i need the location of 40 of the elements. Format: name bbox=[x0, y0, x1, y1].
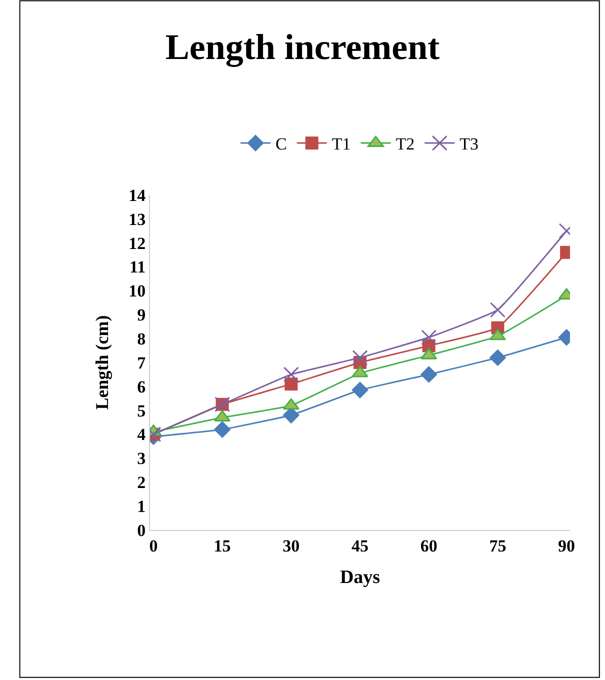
legend-label: C bbox=[276, 134, 287, 154]
x-tick-label: 90 bbox=[558, 536, 576, 556]
x-tick-label: 60 bbox=[420, 536, 438, 556]
y-tick-label: 10 bbox=[128, 282, 146, 301]
point bbox=[283, 366, 299, 382]
x-tick-label: 30 bbox=[282, 536, 300, 556]
point bbox=[214, 410, 231, 422]
y-axis-title: Length (cm) bbox=[92, 315, 112, 410]
point bbox=[352, 350, 368, 366]
legend-label: T2 bbox=[396, 134, 415, 154]
y-tick-label: 11 bbox=[130, 258, 146, 277]
legend-label: T1 bbox=[332, 134, 351, 154]
y-tick-label: 6 bbox=[137, 377, 146, 396]
y-tick-label: 2 bbox=[137, 473, 146, 492]
y-tick-label: 4 bbox=[137, 425, 146, 444]
y-tick-label: 14 bbox=[128, 186, 146, 205]
y-tick-label: 0 bbox=[137, 520, 146, 540]
point bbox=[284, 378, 298, 391]
y-tick-label: 5 bbox=[137, 401, 146, 420]
point bbox=[489, 328, 506, 340]
y-tick-label: 12 bbox=[128, 234, 146, 253]
point bbox=[421, 330, 437, 346]
point bbox=[420, 366, 438, 383]
point bbox=[352, 382, 368, 398]
chart-title: Length increment bbox=[165, 27, 440, 68]
x-axis-title: Days bbox=[340, 567, 380, 588]
point bbox=[214, 421, 231, 438]
legend-label: T3 bbox=[460, 134, 479, 154]
y-tick-label: 8 bbox=[137, 330, 146, 349]
x-tick-label: 45 bbox=[352, 536, 368, 556]
point bbox=[490, 302, 506, 318]
y-tick-label: 13 bbox=[128, 210, 146, 229]
y-tick-label: 1 bbox=[137, 497, 146, 516]
y-tick-label: 3 bbox=[137, 449, 146, 468]
point bbox=[282, 398, 300, 410]
y-tick-label: 9 bbox=[137, 306, 146, 325]
y-tick-label: 7 bbox=[137, 353, 146, 372]
point bbox=[489, 349, 506, 366]
x-tick-label: 75 bbox=[489, 536, 506, 556]
x-tick-label: 15 bbox=[214, 536, 231, 556]
